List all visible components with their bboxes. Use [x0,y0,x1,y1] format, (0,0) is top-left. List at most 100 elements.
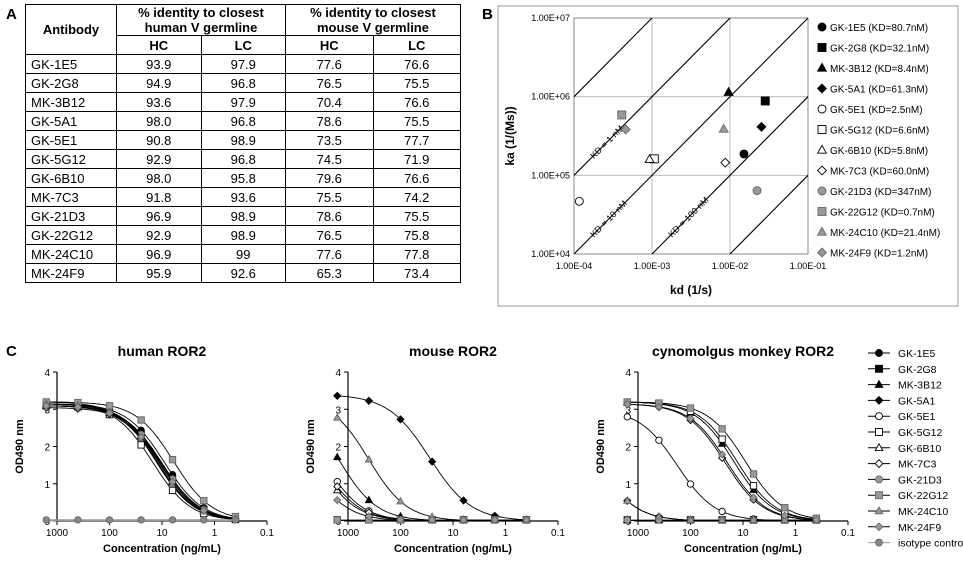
legend-marker [875,491,883,500]
antibody-identity-table: Antibody % identity to closest human V g… [25,4,461,283]
legend-marker [816,247,828,258]
iso-kd-line [574,18,731,177]
legend-label: GK-1E5 [898,348,936,360]
data-point [720,157,731,168]
legend-label: GK-1E5 (KD=80.7nM) [830,23,928,34]
data-point [459,496,468,505]
data-point [200,497,208,505]
x-tick-label: 100 [101,528,118,539]
y-tick-label: 1 [44,480,50,491]
data-point [332,452,342,461]
iso-kd-label: KD = 100 nM [666,195,710,239]
identity-value: 93.6 [116,92,202,112]
legend-label: GK-5E1 (KD=2.5nM) [830,105,923,116]
x-tick-label: 1000 [627,528,650,539]
data-point [490,515,499,525]
data-point [617,110,627,120]
data-point [168,456,177,464]
iso-kd-label: KD = 1 nM [588,123,625,160]
chart-title: human ROR2 [118,343,207,359]
legend-marker [875,428,883,436]
data-point [760,96,770,106]
data-point [42,401,51,410]
table-row: GK-1E5 93.9 97.9 77.6 76.6 [25,54,461,74]
antibody-name: MK-3B12 [25,92,117,112]
identity-value: 94.9 [116,73,202,93]
data-point [623,413,631,421]
data-point [73,402,83,412]
legend-label: GK-21D3 (KD=347nM) [830,187,931,198]
identity-value: 76.6 [372,168,461,188]
data-point [333,495,342,505]
legend-marker [816,83,828,94]
identity-value: 73.4 [372,263,461,283]
legend-label: isotype control [898,538,963,550]
identity-value: 75.8 [372,225,461,245]
y-tick-label: 3 [44,405,50,416]
y-axis-title: OD490 nm [595,419,607,474]
legend-marker [817,125,827,134]
legend-marker [817,186,827,196]
data-point [812,515,821,525]
legend-marker [874,379,884,388]
identity-value: 97.9 [200,54,286,74]
data-point [364,512,374,521]
panel-label-a: A [6,6,17,23]
y-axis-title: OD490 nm [305,419,317,474]
legend-label: GK-6B10 [898,443,941,455]
data-point [364,396,374,405]
y-tick-label: 1.00E+05 [531,170,570,180]
y-tick-label: 2 [625,443,631,454]
y-tick-label: 3 [335,405,341,416]
legend-marker [874,459,884,469]
identity-value: 77.6 [285,54,374,74]
legend-label: MK-24C10 [898,506,948,518]
data-point [459,515,468,525]
legend-marker [874,395,884,405]
y-tick-label: 2 [335,443,341,454]
legend-label: MK-24F9 [898,522,941,534]
data-point [749,515,758,523]
x-tick-label: 0.1 [841,528,855,539]
data-point [781,504,789,512]
legend-label: GK-22G12 (KD=0.7nM) [830,208,935,219]
legend-label: GK-2G8 [898,364,937,376]
identity-value: 70.4 [285,92,374,112]
y-axis-title: OD490 nm [14,419,26,474]
data-point [749,470,758,478]
legend-label: GK-21D3 [898,474,942,486]
x-tick-label: 1 [212,528,218,539]
data-point [199,506,208,515]
x-tick-label: 100 [392,528,409,539]
legend-label: GK-5G12 [898,427,943,439]
data-point [396,515,405,525]
data-point [522,515,531,525]
table-row: GK-21D3 96.9 98.9 78.6 75.5 [25,206,461,226]
y-tick-label: 1.00E+04 [531,249,570,259]
legend-label: GK-2G8 (KD=32.1nM) [830,44,929,55]
data-point [718,123,729,133]
y-tick-label: 1 [625,480,631,491]
sub-lc-human: LC [200,35,286,55]
data-point [686,404,695,412]
identity-value: 73.5 [285,130,374,150]
data-point [686,515,695,523]
x-tick-label: 1.00E-03 [634,261,671,271]
x-tick-label: 1.00E-04 [556,261,593,271]
antibody-name: MK-24C10 [25,244,117,264]
identity-value: 74.5 [285,149,374,169]
x-tick-label: 1 [793,528,799,539]
legend-label: MK-24F9 (KD=1.2nM) [830,249,928,260]
data-point [623,516,631,524]
identity-value: 75.5 [372,111,461,131]
panel-label-b: B [482,6,493,23]
identity-value: 74.2 [372,187,461,207]
table-row: GK-5G12 92.9 96.8 74.5 71.9 [25,149,461,169]
y-axis-title: ka (1/(Ms)) [503,106,517,165]
legend-marker [874,522,884,532]
legend-label: GK-5A1 (KD=61.3nM) [830,85,928,96]
col-mouse: % identity to closest mouse V germline [285,4,461,36]
legend-marker [816,62,828,72]
legend-marker [875,349,883,357]
